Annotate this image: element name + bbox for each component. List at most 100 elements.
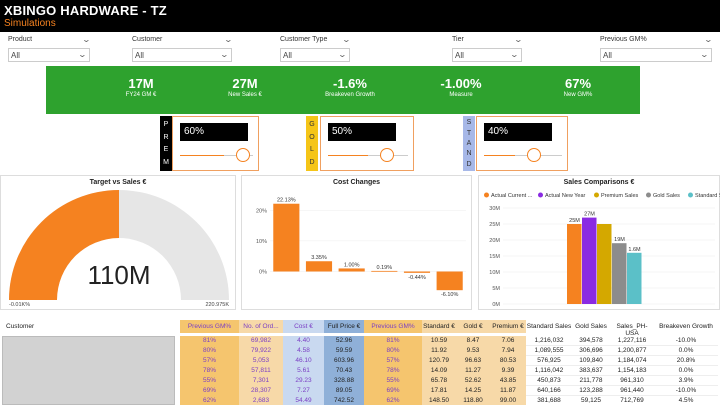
table-cell: 3.9% (654, 376, 718, 386)
chevron-down-icon[interactable]: ⌄ (703, 35, 714, 44)
product-dropdown[interactable]: All ⌄ (8, 48, 90, 62)
cost-bar[interactable] (338, 268, 365, 272)
table-cell: 29.23 (283, 376, 324, 386)
gauge-min-label: -0.01K% (9, 302, 30, 308)
chevron-down-icon[interactable]: ⌄ (223, 35, 234, 44)
tier-percent-input[interactable]: 50% (328, 123, 396, 141)
previous-gm-slicer[interactable]: Previous GM% ⌄ All ⌄ (600, 34, 714, 64)
cost-bar[interactable] (305, 261, 333, 272)
customer-dropdown[interactable]: All ⌄ (132, 48, 232, 62)
table-cell: 43.85 (490, 376, 526, 386)
sales-bar[interactable] (597, 224, 612, 304)
table-header[interactable]: Breakeven Growth (654, 320, 718, 333)
chevron-down-icon[interactable]: ⌄ (81, 35, 92, 44)
table-cell: 1,216,032 (526, 336, 572, 346)
table-cell: 11.92 (422, 346, 456, 356)
table-cell: 79,922 (239, 346, 283, 356)
table-cell: 7.27 (283, 386, 324, 396)
product-slicer[interactable]: Product ⌄ All ⌄ (8, 34, 92, 64)
sales-comparisons-chart: Actual Current ... Actual New Year Premium… (484, 192, 720, 308)
table-cell: 5.61 (283, 366, 324, 376)
cost-bar[interactable] (273, 203, 300, 272)
table-cell: 62% (180, 396, 239, 405)
tier-slicer[interactable]: Tier ⌄ All ⌄ (452, 34, 524, 64)
chevron-down-icon[interactable]: ⌄ (219, 50, 230, 59)
sales-bar[interactable] (567, 224, 582, 304)
tier-slider-handle[interactable] (527, 148, 542, 162)
sales-bar[interactable] (627, 252, 642, 304)
chevron-down-icon[interactable]: ⌄ (77, 50, 88, 59)
legend-label[interactable]: Gold Sales (653, 193, 680, 199)
table-cell: 742.52 (324, 396, 364, 405)
table-header[interactable]: Cost € (283, 320, 324, 333)
tier-tag-letter: M (163, 158, 169, 166)
table-cell: 1,184,074 (610, 356, 654, 366)
tier-slider-handle[interactable] (235, 148, 250, 162)
chevron-down-icon[interactable]: ⌄ (341, 35, 352, 44)
tier-tag-letter: R (163, 133, 169, 141)
previous-gm-dropdown[interactable]: All ⌄ (600, 48, 712, 62)
table-header[interactable]: Previous GM% (180, 320, 239, 333)
tier-slider-track[interactable] (328, 155, 408, 156)
table-header[interactable]: No. of Ord... (239, 320, 283, 333)
table-header[interactable]: Premium € (490, 320, 526, 333)
table-cell: 62% (364, 396, 422, 405)
tier-percent-input[interactable]: 60% (180, 123, 248, 141)
kpi-label: New Sales € (228, 92, 262, 98)
tier-slider-handle[interactable] (380, 148, 394, 162)
chevron-down-icon[interactable]: ⌄ (513, 35, 524, 44)
customer-type-dropdown[interactable]: All ⌄ (280, 48, 350, 62)
table-header[interactable]: Gold Sales (572, 320, 610, 333)
tier-percent-input[interactable]: 40% (484, 123, 552, 141)
legend-label[interactable]: Standard Sales (695, 193, 720, 199)
data-label: -0.44% (408, 275, 426, 281)
tier-slider-track[interactable] (180, 155, 253, 156)
slicer-value: All (135, 51, 144, 60)
data-label: -6.10% (441, 292, 459, 298)
customer-type-slicer[interactable]: Customer Type ⌄ All ⌄ (280, 34, 352, 64)
table-header[interactable]: Sales_PH-USA (610, 320, 654, 337)
sales-bar[interactable] (612, 243, 627, 304)
table-cell: 99.00 (490, 396, 526, 405)
cost-bar[interactable] (436, 271, 463, 291)
table-header-customer[interactable]: Customer (6, 323, 35, 330)
kpi-label: FY24 GM € (125, 92, 157, 98)
tier-tag-letter: G (309, 121, 315, 129)
table-cell: 10.59 (422, 336, 456, 346)
legend-label[interactable]: Actual Current ... (491, 193, 533, 199)
table-header[interactable]: Gold € (456, 320, 490, 333)
legend-label[interactable]: Premium Sales (601, 193, 639, 199)
table-cell: 7.94 (490, 346, 526, 356)
target-vs-sales-panel: Target vs Sales € 110M -0.01K% 220.975K (0, 175, 236, 310)
customer-list-box[interactable] (2, 336, 175, 405)
cost-bar[interactable] (371, 270, 398, 272)
legend-label[interactable]: Actual New Year (545, 193, 586, 199)
chevron-down-icon[interactable]: ⌄ (337, 50, 348, 59)
tier-slider-track[interactable] (484, 155, 562, 156)
table-cell: 81% (364, 336, 422, 346)
table-header[interactable]: Previous GM% (364, 320, 422, 333)
cost-bar[interactable] (403, 271, 431, 273)
table-cell: 8.47 (456, 336, 490, 346)
chart-title: Target vs Sales € (89, 179, 147, 186)
chevron-down-icon[interactable]: ⌄ (699, 50, 710, 59)
table-header[interactable]: Full Price € (324, 320, 364, 333)
table-cell: 7,301 (239, 376, 283, 386)
data-label: 0.19% (377, 265, 393, 271)
tier-dropdown[interactable]: All ⌄ (452, 48, 522, 62)
chevron-down-icon[interactable]: ⌄ (509, 50, 520, 59)
table-header[interactable]: Standard € (422, 320, 456, 333)
table-cell: 78% (364, 366, 422, 376)
table-cell: 1,089,555 (526, 346, 572, 356)
customer-slicer[interactable]: Customer ⌄ All ⌄ (132, 34, 234, 64)
table-header[interactable]: Standard Sales (526, 320, 572, 333)
sales-bar[interactable] (582, 217, 597, 304)
table-cell: 120.79 (422, 356, 456, 366)
table-cell: 640,166 (526, 386, 572, 396)
kpi-value: 67% (564, 76, 592, 91)
kpi-label: Measure (449, 92, 473, 98)
app-title: XBINGO HARDWARE - TZ (4, 3, 167, 18)
